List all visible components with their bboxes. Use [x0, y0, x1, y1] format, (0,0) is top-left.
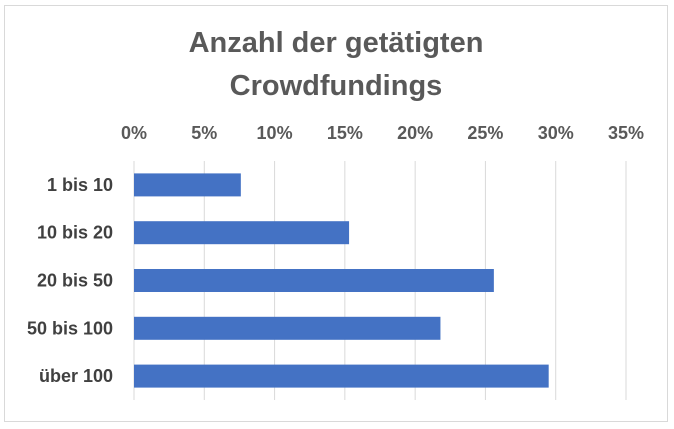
x-tick-label: 35% — [608, 123, 644, 143]
chart-title-line-2: Crowdfundings — [230, 70, 443, 102]
bar — [134, 364, 549, 388]
x-tick-label: 30% — [538, 123, 574, 143]
category-label: 50 bis 100 — [27, 318, 113, 338]
x-tick-label: 15% — [327, 123, 363, 143]
bars — [134, 173, 549, 388]
x-tick-label: 20% — [397, 123, 433, 143]
chart-title-line-1: Anzahl der getätigten — [189, 27, 484, 59]
bar — [134, 316, 441, 340]
category-label: 1 bis 10 — [47, 175, 113, 195]
category-label: über 100 — [39, 366, 113, 386]
bar — [134, 221, 350, 245]
x-tick-label: 0% — [121, 123, 147, 143]
bar — [134, 269, 494, 292]
bar — [134, 173, 241, 197]
category-labels: 1 bis 10 10 bis 20 20 bis 50 50 bis 100 über… — [27, 175, 113, 386]
x-tick-label: 10% — [257, 123, 293, 143]
x-tick-label: 5% — [191, 123, 217, 143]
category-label: 10 bis 20 — [37, 223, 113, 243]
x-axis-ticks: 0% 5% 10% 15% 20% 25% 30% 35% — [121, 123, 644, 143]
chart-frame — [4, 5, 668, 422]
x-tick-label: 25% — [467, 123, 503, 143]
category-label: 20 bis 50 — [37, 271, 113, 291]
